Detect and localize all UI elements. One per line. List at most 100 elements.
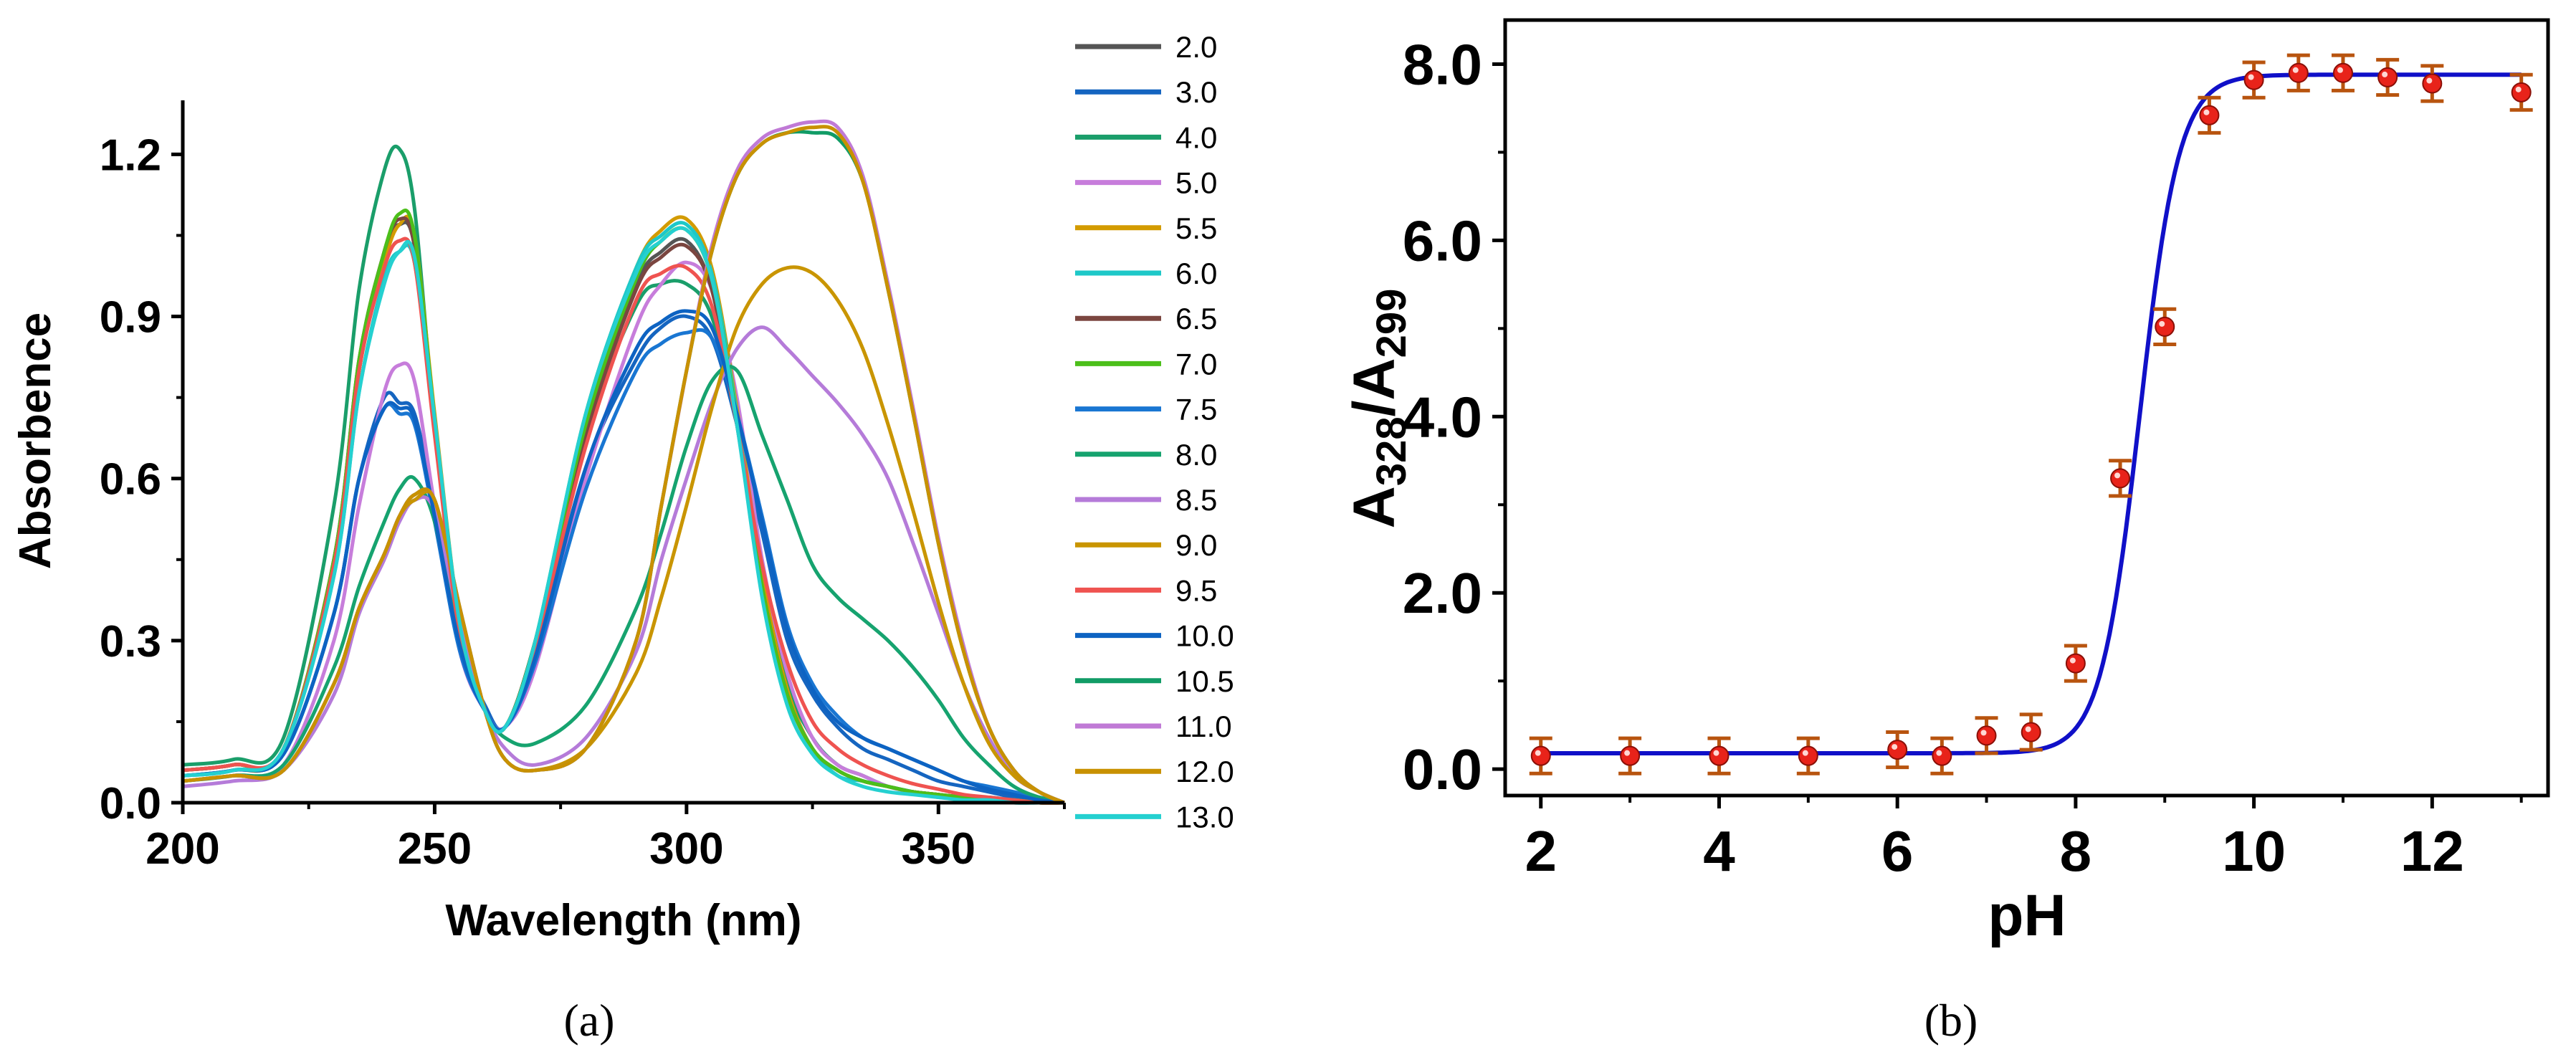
b-x-tick-label: 4 (1703, 819, 1735, 883)
a-legend-label: 10.5 (1175, 664, 1234, 698)
b-axis-ticks: 2 4 6 8 10 12 0.0 2.0 4.0 6.0 8.0 (1403, 32, 2523, 883)
b-point-highlight (2248, 74, 2254, 80)
b-point-marker (1530, 745, 1551, 766)
b-point-marker (2110, 468, 2131, 489)
a-legend-label: 8.0 (1175, 438, 1217, 472)
a-y-tick-label: 0.9 (100, 293, 161, 343)
b-data-point (2509, 72, 2533, 112)
b-point-marker (2199, 105, 2220, 125)
a-x-axis-label: Wavelength (nm) (445, 896, 801, 945)
b-point-marker (1932, 745, 1952, 766)
b-point-marker (2155, 316, 2175, 337)
b-point-highlight (2069, 657, 2076, 664)
panel-b-caption: (b) (1924, 995, 1978, 1046)
b-y-axis-label-sub2: 299 (1368, 289, 1415, 358)
a-y-tick-label: 1.2 (100, 130, 161, 180)
a-y-tick-label: 0.0 (100, 779, 161, 829)
b-point-highlight (1624, 750, 1631, 756)
b-point-highlight (1892, 744, 1898, 750)
b-point-marker (1620, 745, 1641, 766)
b-data-point (2019, 712, 2043, 752)
a-legend-label: 7.5 (1175, 393, 1217, 426)
b-data-point (2198, 95, 2221, 135)
a-legend-label: 12.0 (1175, 755, 1234, 788)
b-point-marker (1976, 725, 1997, 746)
b-data-point (2376, 57, 2400, 97)
b-point-highlight (2292, 67, 2299, 73)
a-series-line (182, 209, 1065, 805)
a-y-tick-label: 0.6 (100, 455, 161, 505)
a-legend: 2.0 3.0 4.0 5.0 5.5 6.0 6.5 7.0 7.5 8.0 8.5 9.0 9.5 1… (1075, 30, 1234, 834)
b-point-highlight (2337, 67, 2343, 73)
b-point-highlight (2382, 71, 2388, 77)
a-x-tick-label: 350 (902, 824, 975, 874)
b-y-axis-label-sub1: 328 (1368, 416, 1415, 486)
b-point-highlight (2114, 472, 2121, 479)
panel-a-caption: (a) (563, 995, 614, 1046)
a-legend-label: 13.0 (1175, 800, 1234, 834)
b-point-marker (2021, 722, 2041, 743)
b-data-point (2153, 307, 2177, 346)
b-point-highlight (1802, 750, 1808, 756)
a-y-axis-label: Absorbence (11, 312, 60, 569)
b-data-point (2420, 64, 2444, 103)
b-y-axis-label: A328/A299 (1342, 289, 1415, 529)
b-y-tick-label: 6.0 (1403, 209, 1482, 272)
a-legend-label: 5.0 (1175, 166, 1217, 200)
b-data-point (1529, 736, 1552, 775)
a-legend-label: 5.5 (1175, 211, 1217, 245)
b-data-point (2286, 53, 2310, 92)
a-series-lines (182, 119, 1065, 805)
b-data-point (1975, 716, 1998, 755)
b-point-marker (1798, 745, 1818, 766)
b-point-highlight (1535, 750, 1541, 756)
b-data-point (2064, 644, 2087, 683)
b-point-highlight (2203, 109, 2210, 115)
b-y-tick-label: 0.0 (1403, 737, 1482, 801)
panel-b-ratio-vs-ph: 2 4 6 8 10 12 0.0 2.0 4.0 6.0 8.0 pH A328/A299 (1342, 18, 2550, 948)
b-data-point (1618, 736, 1642, 775)
b-y-tick-label: 8.0 (1403, 32, 1482, 96)
b-x-tick-label: 10 (2222, 819, 2286, 883)
b-point-highlight (2025, 726, 2031, 732)
b-data-point (2242, 60, 2266, 100)
b-data-point (1930, 736, 1954, 775)
b-point-highlight (1980, 730, 1987, 736)
a-legend-label: 3.0 (1175, 75, 1217, 109)
a-legend-label: 9.0 (1175, 528, 1217, 562)
panel-a-absorbance-spectra: 200 250 300 350 0.0 0.3 0.6 0.9 1.2 Wavelength (… (11, 30, 1234, 945)
a-x-tick-label: 200 (146, 824, 219, 874)
a-axis-ticks: 200 250 300 350 0.0 0.3 0.6 0.9 1.2 (100, 130, 1066, 874)
b-point-marker (1709, 745, 1730, 766)
b-x-tick-label: 2 (1525, 819, 1557, 883)
b-y-tick-label: 2.0 (1403, 561, 1482, 625)
b-fit-curve (1540, 72, 2522, 755)
b-point-marker (2377, 67, 2398, 87)
a-x-tick-label: 300 (649, 824, 723, 874)
a-y-tick-label: 0.3 (100, 617, 161, 667)
a-legend-label: 6.5 (1175, 302, 1217, 335)
a-legend-label: 9.5 (1175, 573, 1217, 607)
b-point-highlight (1713, 750, 1719, 756)
b-data-point (2109, 459, 2132, 498)
a-series-line (182, 226, 1064, 805)
b-x-tick-label: 6 (1881, 819, 1914, 883)
a-series-line (182, 325, 1065, 805)
b-point-highlight (1936, 750, 1942, 756)
b-x-tick-label: 12 (2400, 819, 2464, 883)
b-point-highlight (2426, 77, 2433, 84)
a-legend-label: 7.0 (1175, 347, 1217, 381)
a-legend-label: 11.0 (1175, 710, 1232, 743)
a-legend-label: 2.0 (1175, 30, 1217, 64)
a-series-line (182, 314, 1065, 805)
a-legend-label: 10.0 (1175, 619, 1234, 653)
b-y-tick-label: 4.0 (1403, 385, 1482, 449)
b-data-point (2331, 53, 2355, 92)
b-data-points (1529, 53, 2533, 775)
b-point-marker (2243, 70, 2264, 90)
b-point-marker (2065, 653, 2086, 674)
b-y-axis-label-main: A (1342, 486, 1407, 528)
a-series-line (182, 125, 1065, 805)
a-legend-label: 8.5 (1175, 483, 1217, 517)
